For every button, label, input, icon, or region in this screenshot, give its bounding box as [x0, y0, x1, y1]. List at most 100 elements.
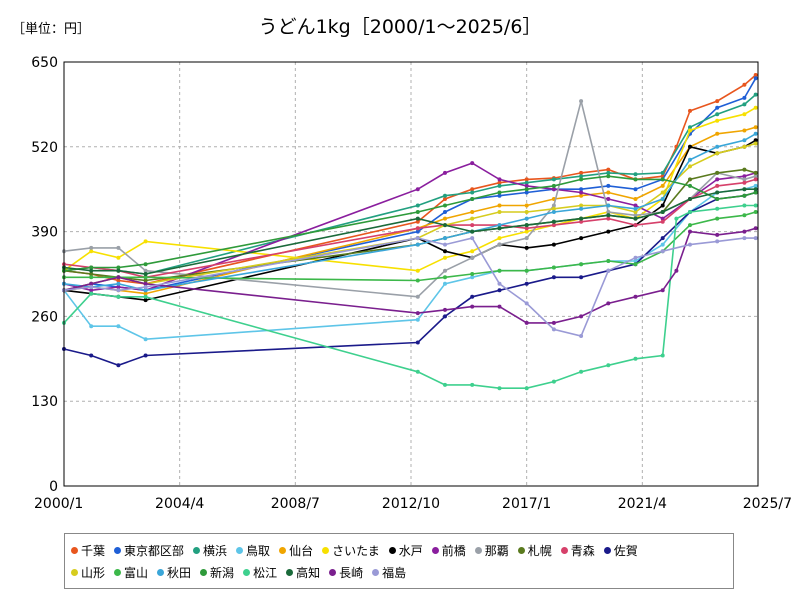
data-point	[753, 92, 758, 97]
data-point	[715, 177, 720, 182]
series-line	[64, 211, 756, 282]
data-point	[742, 95, 747, 100]
data-point	[606, 268, 611, 273]
unit-label: ［単位：円］	[12, 22, 91, 37]
data-point	[470, 210, 475, 214]
data-point	[742, 102, 747, 107]
data-point	[116, 255, 121, 260]
series-line	[63, 168, 756, 282]
data-point	[660, 353, 665, 358]
legend-item: 新潟	[200, 564, 234, 581]
data-point	[660, 236, 665, 241]
legend-label: 富山	[124, 565, 149, 580]
data-point	[688, 197, 692, 201]
data-point	[633, 356, 638, 361]
data-point	[753, 174, 758, 179]
data-point	[524, 301, 529, 306]
data-point	[715, 190, 720, 195]
data-point	[89, 268, 94, 273]
legend-item: 那覇	[474, 542, 509, 559]
y-tick-label: 520	[31, 140, 58, 156]
data-point	[715, 206, 720, 211]
legend-label: 福島	[382, 565, 407, 580]
data-point	[688, 223, 692, 228]
data-point	[606, 213, 611, 218]
data-point	[633, 213, 638, 218]
data-point	[443, 242, 447, 247]
data-point	[660, 183, 665, 188]
data-point	[715, 144, 720, 149]
data-point	[579, 206, 584, 211]
data-point	[143, 298, 148, 303]
legend-item: さいたま	[322, 542, 380, 559]
data-point	[143, 268, 148, 273]
data-point	[524, 236, 529, 241]
data-point	[524, 183, 529, 188]
data-point	[524, 386, 529, 391]
data-point	[415, 187, 420, 192]
legend-marker	[517, 546, 525, 554]
data-point	[633, 197, 638, 201]
data-point	[415, 216, 420, 221]
data-point	[753, 125, 758, 130]
data-point	[715, 197, 720, 201]
data-point	[633, 177, 638, 182]
data-point	[89, 265, 94, 270]
y-tick-label: 390	[31, 225, 58, 241]
data-point	[443, 281, 447, 286]
series-札幌	[62, 167, 758, 283]
series-高知	[62, 187, 758, 276]
data-point	[415, 219, 420, 224]
data-point	[606, 216, 611, 221]
legend-label: 千葉	[81, 543, 106, 558]
data-point	[143, 262, 148, 267]
data-point	[116, 278, 121, 283]
series-佐賀	[62, 190, 758, 368]
data-point	[660, 203, 665, 208]
data-point	[688, 242, 692, 247]
data-point	[143, 294, 148, 299]
data-point	[753, 138, 758, 143]
data-point	[415, 268, 420, 273]
data-point	[551, 223, 556, 228]
data-point	[715, 170, 720, 175]
data-point	[688, 144, 692, 149]
legend-item: 富山	[114, 564, 148, 581]
x-tick-label: 2012/10	[382, 496, 440, 512]
data-point	[579, 174, 584, 179]
legend-marker	[603, 546, 611, 554]
series-line	[63, 126, 756, 295]
data-point	[470, 236, 475, 241]
data-point	[116, 294, 121, 299]
data-point	[415, 229, 420, 234]
data-point	[660, 170, 665, 175]
legend-item: 福島	[372, 564, 406, 581]
legend: 千葉 東京都区部 横浜 鳥取 仙台 さいたま 水戸 前橋 那覇 札幌 青森 佐賀 山形 富山 秋田 新潟 松江 高…	[64, 533, 734, 589]
y-tick-label: 650	[31, 55, 58, 71]
legend-item: 前橋	[431, 542, 466, 559]
data-point	[742, 180, 747, 185]
data-point	[633, 216, 638, 221]
data-point	[633, 262, 638, 267]
data-point	[497, 304, 502, 309]
series-line	[63, 227, 756, 324]
data-point	[742, 82, 747, 87]
legend-marker	[114, 568, 122, 576]
data-point	[688, 164, 692, 169]
data-point	[443, 275, 447, 280]
data-point	[443, 314, 447, 319]
legend-marker	[388, 546, 396, 554]
data-point	[753, 177, 758, 182]
data-point	[579, 190, 584, 195]
data-point	[688, 229, 692, 234]
data-point	[524, 210, 529, 214]
data-point	[470, 190, 475, 195]
data-point	[470, 216, 475, 221]
data-point	[497, 223, 502, 228]
data-point	[415, 242, 420, 247]
data-point	[497, 193, 502, 198]
data-point	[688, 128, 692, 133]
data-point	[497, 190, 502, 195]
series-長崎	[62, 226, 758, 325]
